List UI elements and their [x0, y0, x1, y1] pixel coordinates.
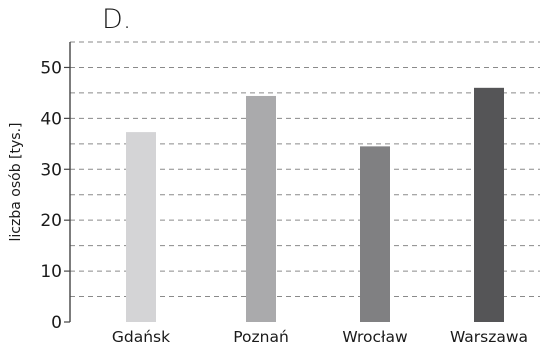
y-tick-label: 20: [40, 211, 62, 231]
x-tick-label: Warszawa: [450, 328, 528, 346]
y-tick-label: 30: [40, 160, 62, 180]
bars: [126, 87, 504, 323]
y-ticks: 0 10 20 30 40 50: [40, 58, 70, 333]
y-tick-label: 0: [51, 313, 62, 333]
y-tick-label: 10: [40, 262, 62, 282]
y-tick-label: 40: [40, 109, 62, 129]
grid-lines: [70, 41, 540, 298]
bar-0: [126, 132, 156, 322]
y-axis-title: liczba osób [tys.]: [8, 123, 24, 242]
y-tick-label: 50: [40, 58, 62, 78]
x-ticks: Gdańsk Poznań Wrocław Warszawa: [112, 328, 528, 346]
x-tick-label: Gdańsk: [112, 328, 170, 346]
bar-3: [474, 87, 504, 323]
bar-1: [246, 95, 276, 322]
panel-label: D.: [102, 4, 132, 35]
x-tick-label: Wrocław: [342, 328, 408, 346]
bar-2: [360, 146, 390, 322]
x-tick-label: Poznań: [233, 328, 289, 346]
